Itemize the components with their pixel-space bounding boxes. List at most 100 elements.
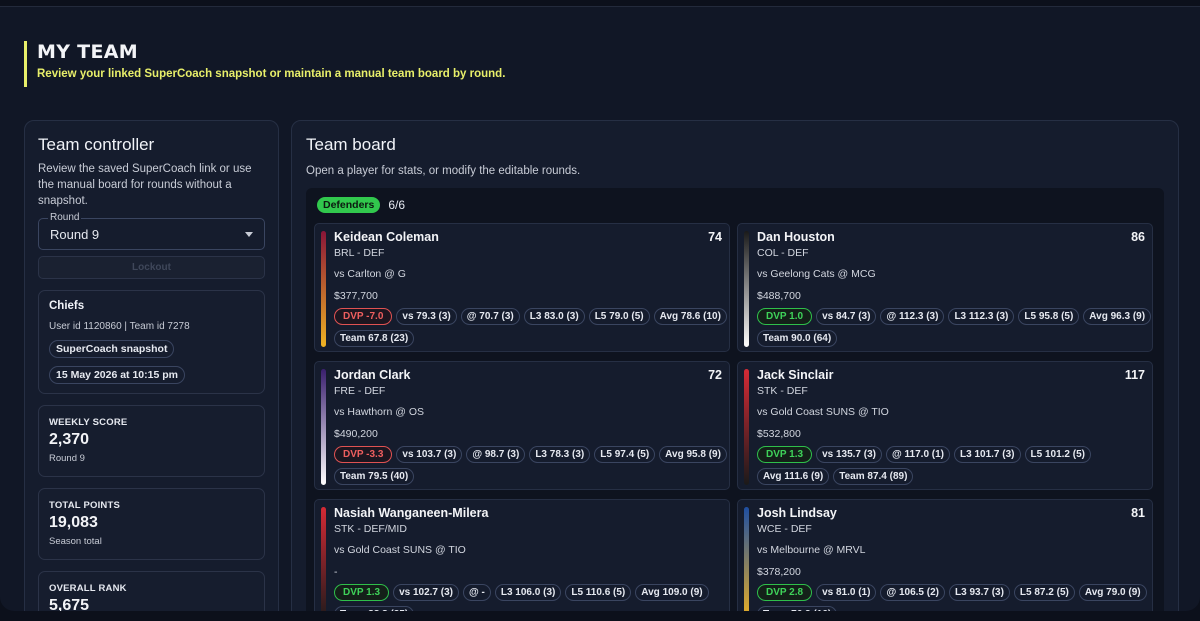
snapshot-source-chip: SuperCoach snapshot — [49, 340, 175, 358]
dvp-tag: DVP 1.3 — [757, 446, 813, 463]
stat-tag: L3 78.3 (3) — [529, 446, 591, 463]
stat-tag: vs 79.3 (3) — [396, 308, 457, 325]
total-points-card: TOTAL POINTS 19,083 Season total — [38, 488, 265, 560]
stat-tag: Avg 109.0 (9) — [635, 584, 709, 601]
stat-tag: L5 79.0 (5) — [588, 308, 650, 325]
stat-tag: vs 135.7 (3) — [816, 446, 882, 463]
player-name: Jordan Clark — [334, 368, 411, 382]
stat-value: 2,370 — [49, 431, 90, 448]
dvp-tag: DVP 1.0 — [757, 308, 813, 325]
player-name: Dan Houston — [757, 230, 835, 244]
dvp-tag: DVP 2.8 — [757, 584, 813, 601]
position-count: 6/6 — [388, 198, 406, 212]
team-board-panel: Team board Open a player for stats, or m… — [291, 120, 1179, 611]
team-board-description: Open a player for stats, or modify the e… — [306, 165, 581, 177]
chevron-down-icon — [245, 232, 253, 237]
team-color-bar — [321, 369, 326, 485]
stat-value: 19,083 — [49, 514, 98, 531]
player-price: $377,700 — [334, 290, 378, 302]
stat-tag: Team 88.8 (25) — [334, 606, 415, 611]
player-name: Josh Lindsay — [757, 506, 837, 520]
player-card[interactable]: Keidean Coleman 74 BRL - DEF vs Carlton … — [314, 223, 730, 352]
player-price: $488,700 — [757, 290, 801, 302]
page-title: My Team — [37, 41, 138, 63]
stat-tag: Avg 111.6 (9) — [757, 468, 830, 485]
stat-tag: @ - — [463, 584, 491, 601]
stat-label: WEEKLY SCORE — [49, 417, 128, 428]
player-opponent: vs Gold Coast SUNS @ TIO — [757, 406, 889, 418]
stat-tag: Team 76.2 (16) — [757, 606, 838, 611]
dvp-tag: DVP 1.3 — [334, 584, 390, 601]
player-stat-tags: DVP -7.0 vs 79.3 (3) @ 70.7 (3) L3 83.0 (3)… — [334, 308, 734, 347]
player-card[interactable]: Josh Lindsay 81 WCE - DEF vs Melbourne @… — [737, 499, 1153, 611]
stat-tag: vs 102.7 (3) — [393, 584, 459, 601]
stat-tag: L3 93.7 (3) — [949, 584, 1010, 601]
team-ids: User id 1120860 | Team id 7278 — [49, 321, 190, 332]
stat-value: 5,675 — [49, 597, 90, 611]
stat-tag: Avg 95.8 (9) — [659, 446, 727, 463]
player-team-position: STK - DEF — [757, 385, 808, 397]
player-card[interactable]: Jack Sinclair 117 STK - DEF vs Gold Coas… — [737, 361, 1153, 490]
player-team-position: STK - DEF/MID — [334, 523, 407, 535]
dvp-tag: DVP -3.3 — [334, 446, 393, 463]
player-stat-tags: DVP 1.0 vs 84.7 (3) @ 112.3 (3) L3 112.3 (3… — [757, 308, 1157, 347]
team-info-card: Chiefs User id 1120860 | Team id 7278 Su… — [38, 290, 265, 394]
player-opponent: vs Carlton @ G — [334, 268, 406, 280]
stat-label: OVERALL RANK — [49, 583, 127, 594]
player-team-position: COL - DEF — [757, 247, 809, 259]
defenders-board: Defenders 6/6 Keidean Coleman 74 BRL - D… — [306, 188, 1164, 611]
team-color-bar — [321, 507, 326, 611]
player-score: 74 — [708, 230, 722, 244]
snapshot-date-chip: 15 May 2026 at 10:15 pm — [49, 366, 185, 384]
player-name: Jack Sinclair — [757, 368, 834, 382]
player-opponent: vs Hawthorn @ OS — [334, 406, 425, 418]
stat-tag: L5 95.8 (5) — [1018, 308, 1080, 325]
player-opponent: vs Melbourne @ MRVL — [757, 544, 866, 556]
player-stat-tags: DVP 2.8 vs 81.0 (1) @ 106.5 (2) L3 93.7 (3)… — [757, 584, 1157, 611]
stat-tag: Avg 79.0 (9) — [1078, 584, 1147, 601]
team-color-bar — [744, 369, 749, 485]
dvp-tag: DVP -7.0 — [334, 308, 393, 325]
stat-label: TOTAL POINTS — [49, 500, 121, 511]
player-score: 86 — [1131, 230, 1145, 244]
stat-tag: L3 83.0 (3) — [523, 308, 585, 325]
player-price: $532,800 — [757, 428, 801, 440]
stat-tag: L5 87.2 (5) — [1013, 584, 1075, 601]
team-controller-panel: Team controller Review the saved SuperCo… — [24, 120, 279, 611]
player-price: $378,200 — [757, 566, 801, 578]
stat-tag: L5 97.4 (5) — [594, 446, 656, 463]
stat-tag: vs 81.0 (1) — [816, 584, 877, 601]
stat-tag: L3 101.7 (3) — [954, 446, 1021, 463]
stat-tag: Team 79.5 (40) — [334, 468, 415, 485]
page-subtitle: Review your linked SuperCoach snapshot o… — [37, 68, 506, 80]
team-board-title: Team board — [306, 135, 396, 154]
player-card[interactable]: Nasiah Wanganeen-Milera STK - DEF/MID vs… — [314, 499, 730, 611]
stat-tag: Team 90.0 (64) — [757, 330, 838, 347]
stat-tag: Avg 96.3 (9) — [1083, 308, 1152, 325]
position-badge: Defenders — [317, 197, 381, 213]
round-select[interactable]: Round Round 9 — [38, 212, 265, 250]
player-score: 117 — [1124, 368, 1145, 382]
weekly-score-card: WEEKLY SCORE 2,370 Round 9 — [38, 405, 265, 477]
team-color-bar — [744, 231, 749, 347]
stat-tag: vs 84.7 (3) — [816, 308, 877, 325]
player-team-position: FRE - DEF — [334, 385, 386, 397]
player-card[interactable]: Dan Houston 86 COL - DEF vs Geelong Cats… — [737, 223, 1153, 352]
stat-tag: @ 98.7 (3) — [466, 446, 526, 463]
stat-sub: Round 9 — [49, 453, 85, 464]
player-name: Nasiah Wanganeen-Milera — [334, 506, 489, 520]
player-score: 81 — [1131, 506, 1145, 520]
player-name: Keidean Coleman — [334, 230, 439, 244]
player-opponent: vs Geelong Cats @ MCG — [757, 268, 876, 280]
stat-tag: L3 112.3 (3) — [948, 308, 1015, 325]
player-card[interactable]: Jordan Clark 72 FRE - DEF vs Hawthorn @ … — [314, 361, 730, 490]
stat-tag: @ 112.3 (3) — [880, 308, 945, 325]
player-price: - — [334, 566, 338, 578]
stat-tag: Avg 78.6 (10) — [653, 308, 727, 325]
round-select-value: Round 9 — [50, 226, 100, 242]
defenders-section-header: Defenders 6/6 — [317, 197, 405, 213]
stat-tag: @ 70.7 (3) — [460, 308, 520, 325]
player-price: $490,200 — [334, 428, 378, 440]
app-frame: My Team Review your linked SuperCoach sn… — [0, 6, 1200, 611]
lockout-button[interactable]: Lockout — [38, 256, 265, 279]
